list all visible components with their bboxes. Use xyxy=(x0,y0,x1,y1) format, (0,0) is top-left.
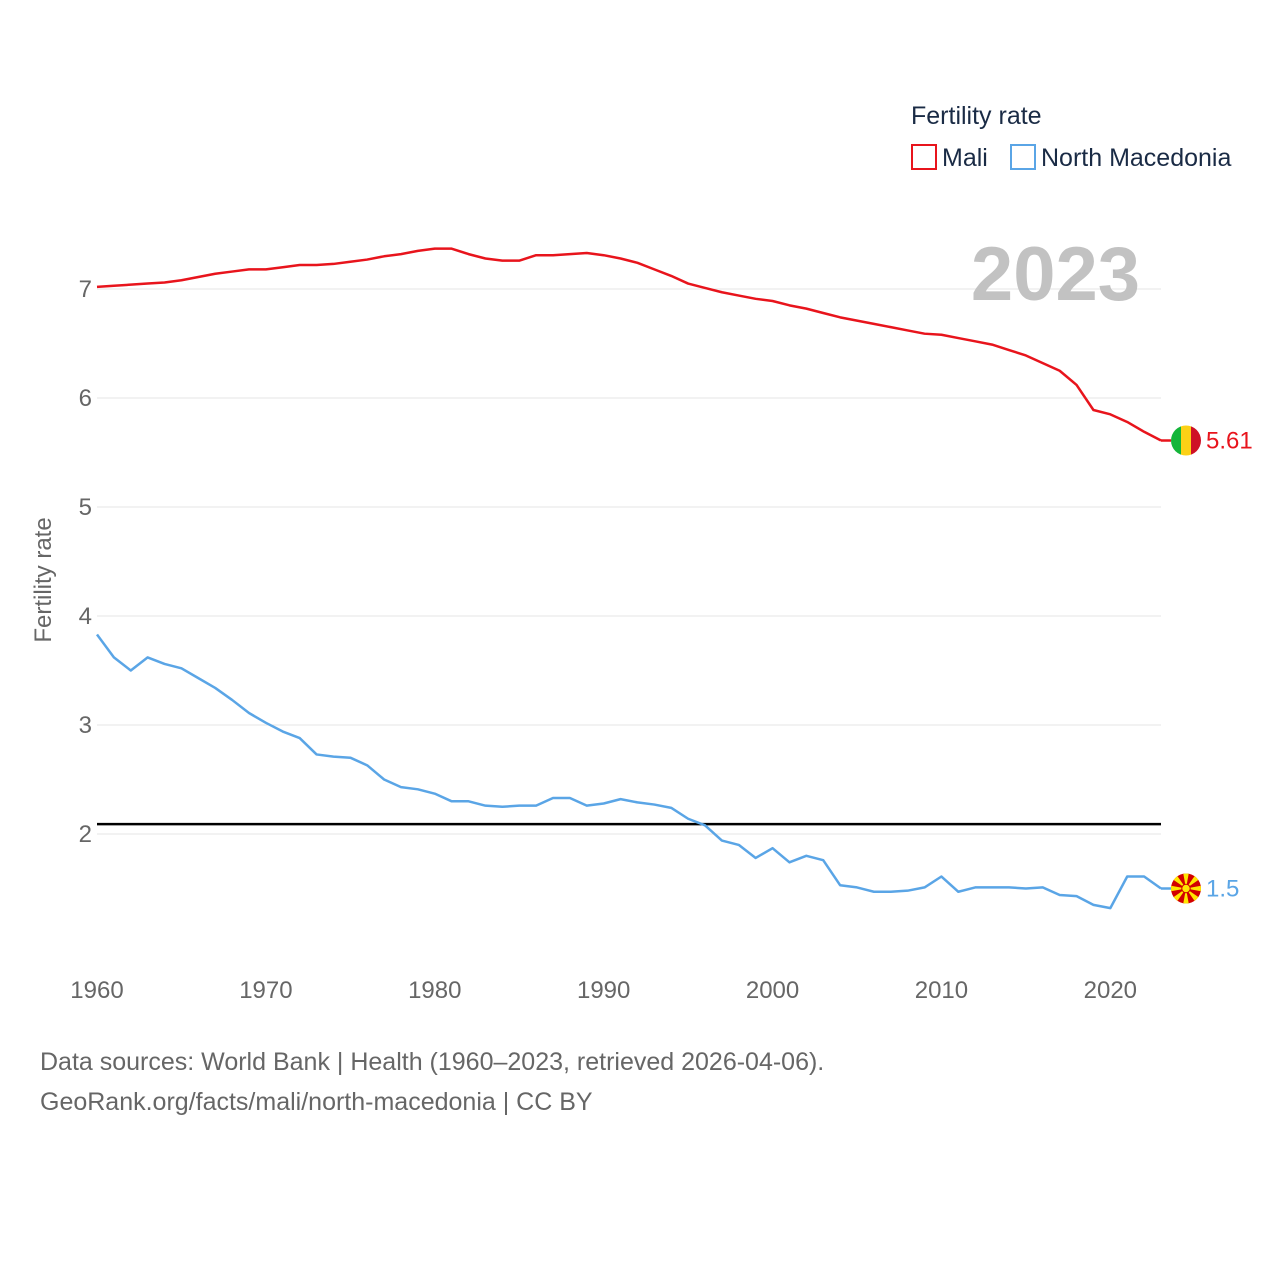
legend-item-north-macedonia[interactable]: North Macedonia xyxy=(1010,144,1231,172)
source-line: Data sources: World Bank | Health (1960–… xyxy=(40,1048,825,1076)
source-footer: Data sources: World Bank | Health (1960–… xyxy=(40,1042,824,1122)
legend-title: Fertility rate xyxy=(911,102,1042,130)
x-tick-label: 1980 xyxy=(408,977,461,1004)
x-tick-label: 2020 xyxy=(1084,977,1137,1004)
x-tick-label: 1970 xyxy=(239,977,292,1004)
y-tick-label: 6 xyxy=(79,385,92,412)
y-tick-layer: 2 3 4 5 6 7 xyxy=(79,276,92,848)
legend: Fertility rate Mali North Macedonia xyxy=(911,102,1231,172)
end-value-mali: 5.61 xyxy=(1206,428,1253,455)
series-line-mali[interactable] xyxy=(96,247,1162,442)
legend-item-mali[interactable]: Mali xyxy=(911,144,988,172)
legend-label-mali: Mali xyxy=(942,144,988,172)
x-tick-label: 1960 xyxy=(70,977,123,1004)
grid-layer xyxy=(97,288,1161,835)
y-tick-label: 3 xyxy=(79,712,92,739)
y-tick-label: 5 xyxy=(79,494,92,521)
end-value-north-macedonia: 1.5 xyxy=(1206,876,1239,903)
mali-flag-icon xyxy=(1171,425,1201,456)
fertility-rate-chart: 1960 1970 1980 1990 2000 2010 2020 2 3 4 5 6 7 2023… xyxy=(30,102,1253,1004)
legend-label-north-macedonia: North Macedonia xyxy=(1041,144,1231,172)
legend-swatch-mali xyxy=(911,144,937,170)
x-tick-label: 1990 xyxy=(577,977,630,1004)
y-tick-label: 4 xyxy=(79,603,92,630)
series-layer xyxy=(95,247,1171,910)
current-year-label: 2023 xyxy=(971,232,1140,317)
y-axis-title: Fertility rate xyxy=(30,517,57,642)
x-tick-label: 2010 xyxy=(915,977,968,1004)
x-tick-layer: 1960 1970 1980 1990 2000 2010 2020 xyxy=(70,977,1137,1004)
credit-line[interactable]: GeoRank.org/facts/mali/north-macedonia |… xyxy=(40,1088,593,1116)
series-line-north-macedonia[interactable] xyxy=(95,633,1162,910)
y-tick-label: 2 xyxy=(79,821,92,848)
legend-swatch-north-macedonia xyxy=(1010,144,1036,170)
y-tick-label: 7 xyxy=(79,276,92,303)
x-tick-label: 2000 xyxy=(746,977,799,1004)
